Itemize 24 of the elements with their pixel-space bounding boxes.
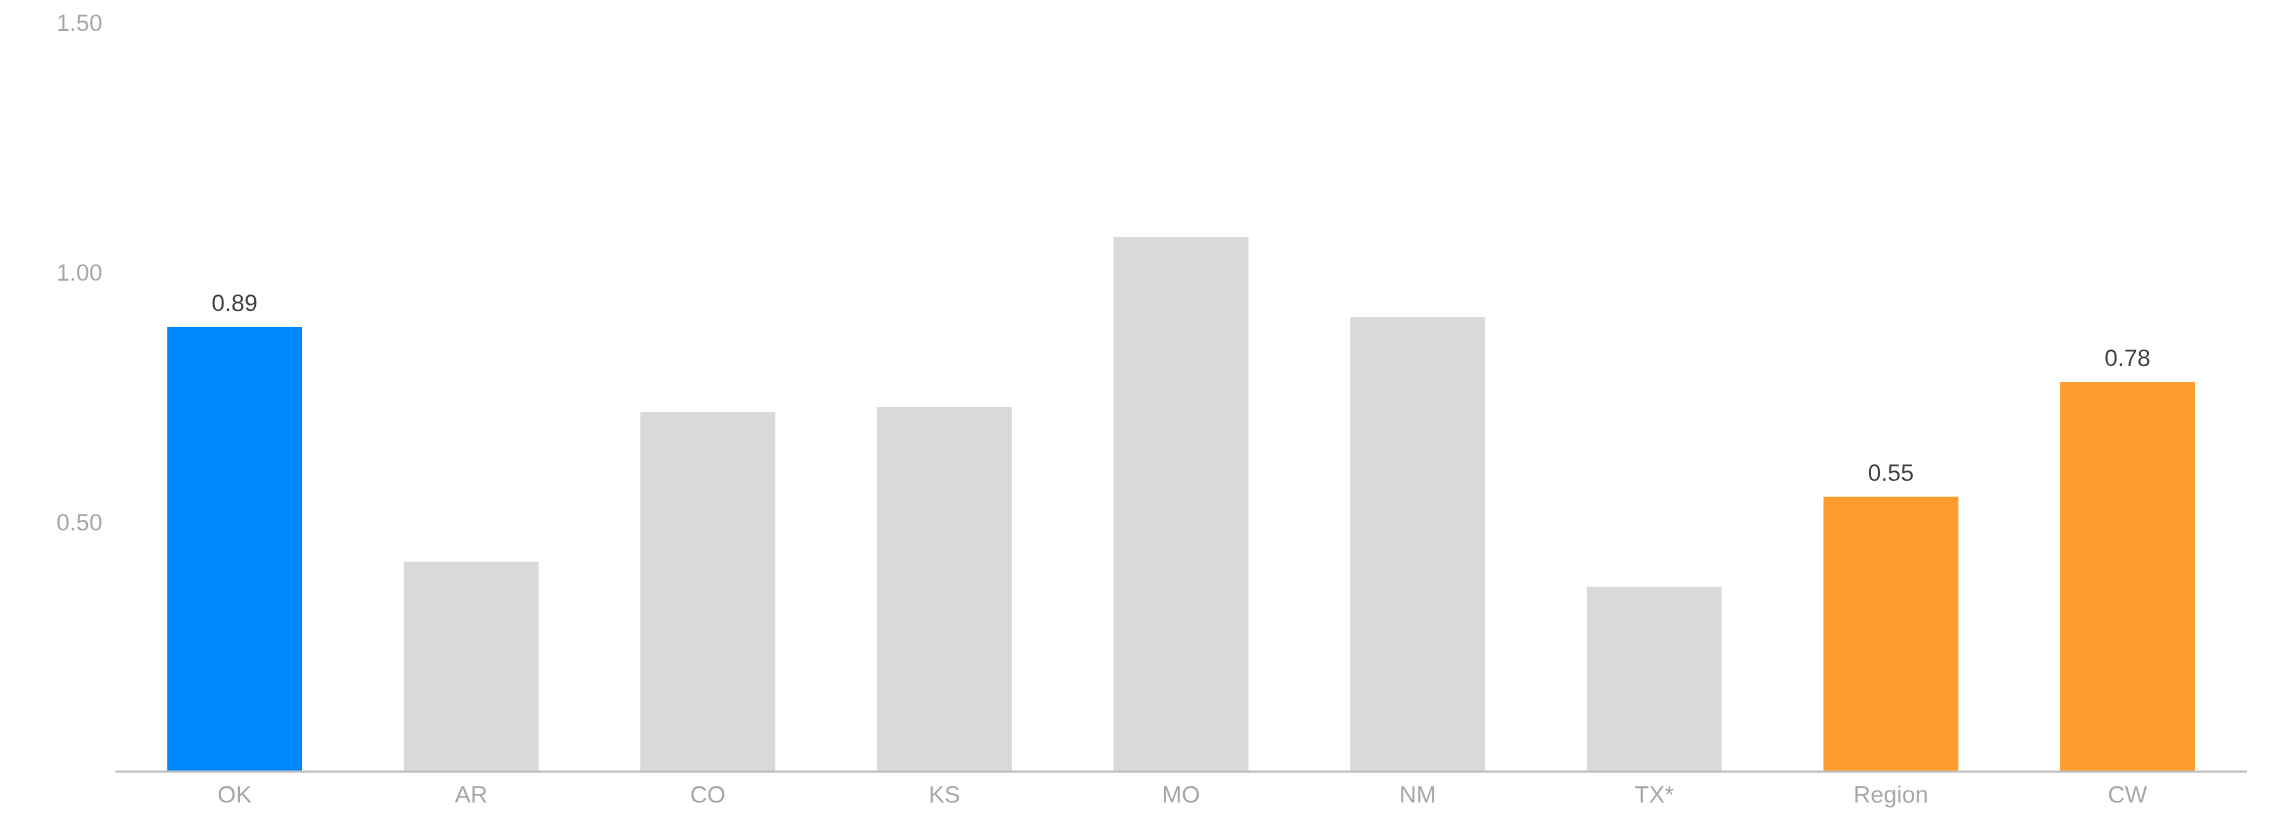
bar [167,327,303,772]
bar [1823,496,1959,772]
x-tick-label: OK [218,786,252,803]
bar [1586,586,1722,772]
x-tick-label: NM [1401,786,1435,803]
x-tick-label: MO [1163,786,1199,803]
data-label: 0.78 [2105,349,2150,367]
x-tick-label: KS [930,786,960,803]
x-tick-label: Region [1855,785,1927,808]
bar [2060,381,2195,772]
bar [1113,237,1249,772]
x-tick-label: CO [691,786,725,803]
x-tick-label: AR [454,786,487,803]
data-label: 0.55 [1868,464,1913,482]
y-tick-label: 0.50 [57,513,102,531]
x-tick-label: CW [2109,786,2148,803]
data-label: 0.89 [212,294,257,312]
y-tick-label: 1.00 [58,264,102,281]
bar [1350,317,1486,772]
bar [640,411,776,772]
bar [403,561,539,772]
bar [876,406,1012,772]
x-tick-label: TX* [1635,786,1674,803]
y-tick-label: 1.50 [58,14,102,32]
